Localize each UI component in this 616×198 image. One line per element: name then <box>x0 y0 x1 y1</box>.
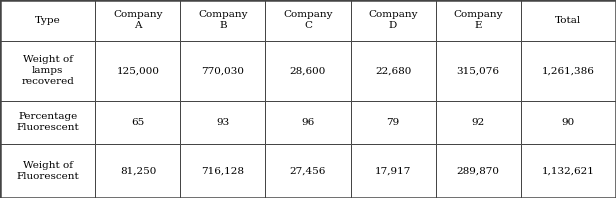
Text: 289,870: 289,870 <box>456 166 500 175</box>
Bar <box>265 41 351 101</box>
Text: 27,456: 27,456 <box>290 166 326 175</box>
Bar <box>521 41 616 101</box>
Text: Weight of
lamps
recovered: Weight of lamps recovered <box>22 55 74 86</box>
Text: 93: 93 <box>216 118 230 127</box>
Bar <box>180 41 265 101</box>
Bar <box>0 41 95 101</box>
Bar <box>0 101 95 144</box>
Text: Company
A: Company A <box>113 10 163 30</box>
Bar <box>95 101 180 144</box>
Bar <box>95 0 180 41</box>
Bar <box>95 41 180 101</box>
Text: Type: Type <box>35 16 60 25</box>
Text: 1,132,621: 1,132,621 <box>542 166 594 175</box>
Text: 28,600: 28,600 <box>290 66 326 75</box>
Text: 125,000: 125,000 <box>116 66 160 75</box>
Bar <box>521 0 616 41</box>
Text: Company
B: Company B <box>198 10 248 30</box>
Bar <box>436 41 521 101</box>
Bar <box>521 101 616 144</box>
Text: Percentage
Fluorescent: Percentage Fluorescent <box>17 112 79 132</box>
Text: Company
C: Company C <box>283 10 333 30</box>
Bar <box>0 0 95 41</box>
Text: Company
E: Company E <box>453 10 503 30</box>
Bar <box>265 0 351 41</box>
Bar <box>351 41 436 101</box>
Bar <box>180 101 265 144</box>
Text: Total: Total <box>555 16 582 25</box>
Bar <box>351 0 436 41</box>
Bar <box>436 101 521 144</box>
Bar <box>180 144 265 198</box>
Text: 1,261,386: 1,261,386 <box>542 66 594 75</box>
Text: 96: 96 <box>301 118 315 127</box>
Bar <box>436 0 521 41</box>
Bar <box>436 144 521 198</box>
Text: 770,030: 770,030 <box>201 66 245 75</box>
Text: 716,128: 716,128 <box>201 166 245 175</box>
Bar <box>351 144 436 198</box>
Bar <box>0 144 95 198</box>
Text: Weight of
Fluorescent: Weight of Fluorescent <box>17 161 79 181</box>
Text: Company
D: Company D <box>368 10 418 30</box>
Bar <box>521 144 616 198</box>
Bar <box>351 101 436 144</box>
Text: 315,076: 315,076 <box>456 66 500 75</box>
Text: 81,250: 81,250 <box>120 166 156 175</box>
Bar <box>180 0 265 41</box>
Bar <box>95 144 180 198</box>
Bar <box>265 101 351 144</box>
Bar <box>265 144 351 198</box>
Text: 79: 79 <box>386 118 400 127</box>
Text: 92: 92 <box>471 118 485 127</box>
Text: 22,680: 22,680 <box>375 66 411 75</box>
Text: 17,917: 17,917 <box>375 166 411 175</box>
Text: 90: 90 <box>562 118 575 127</box>
Text: 65: 65 <box>131 118 145 127</box>
